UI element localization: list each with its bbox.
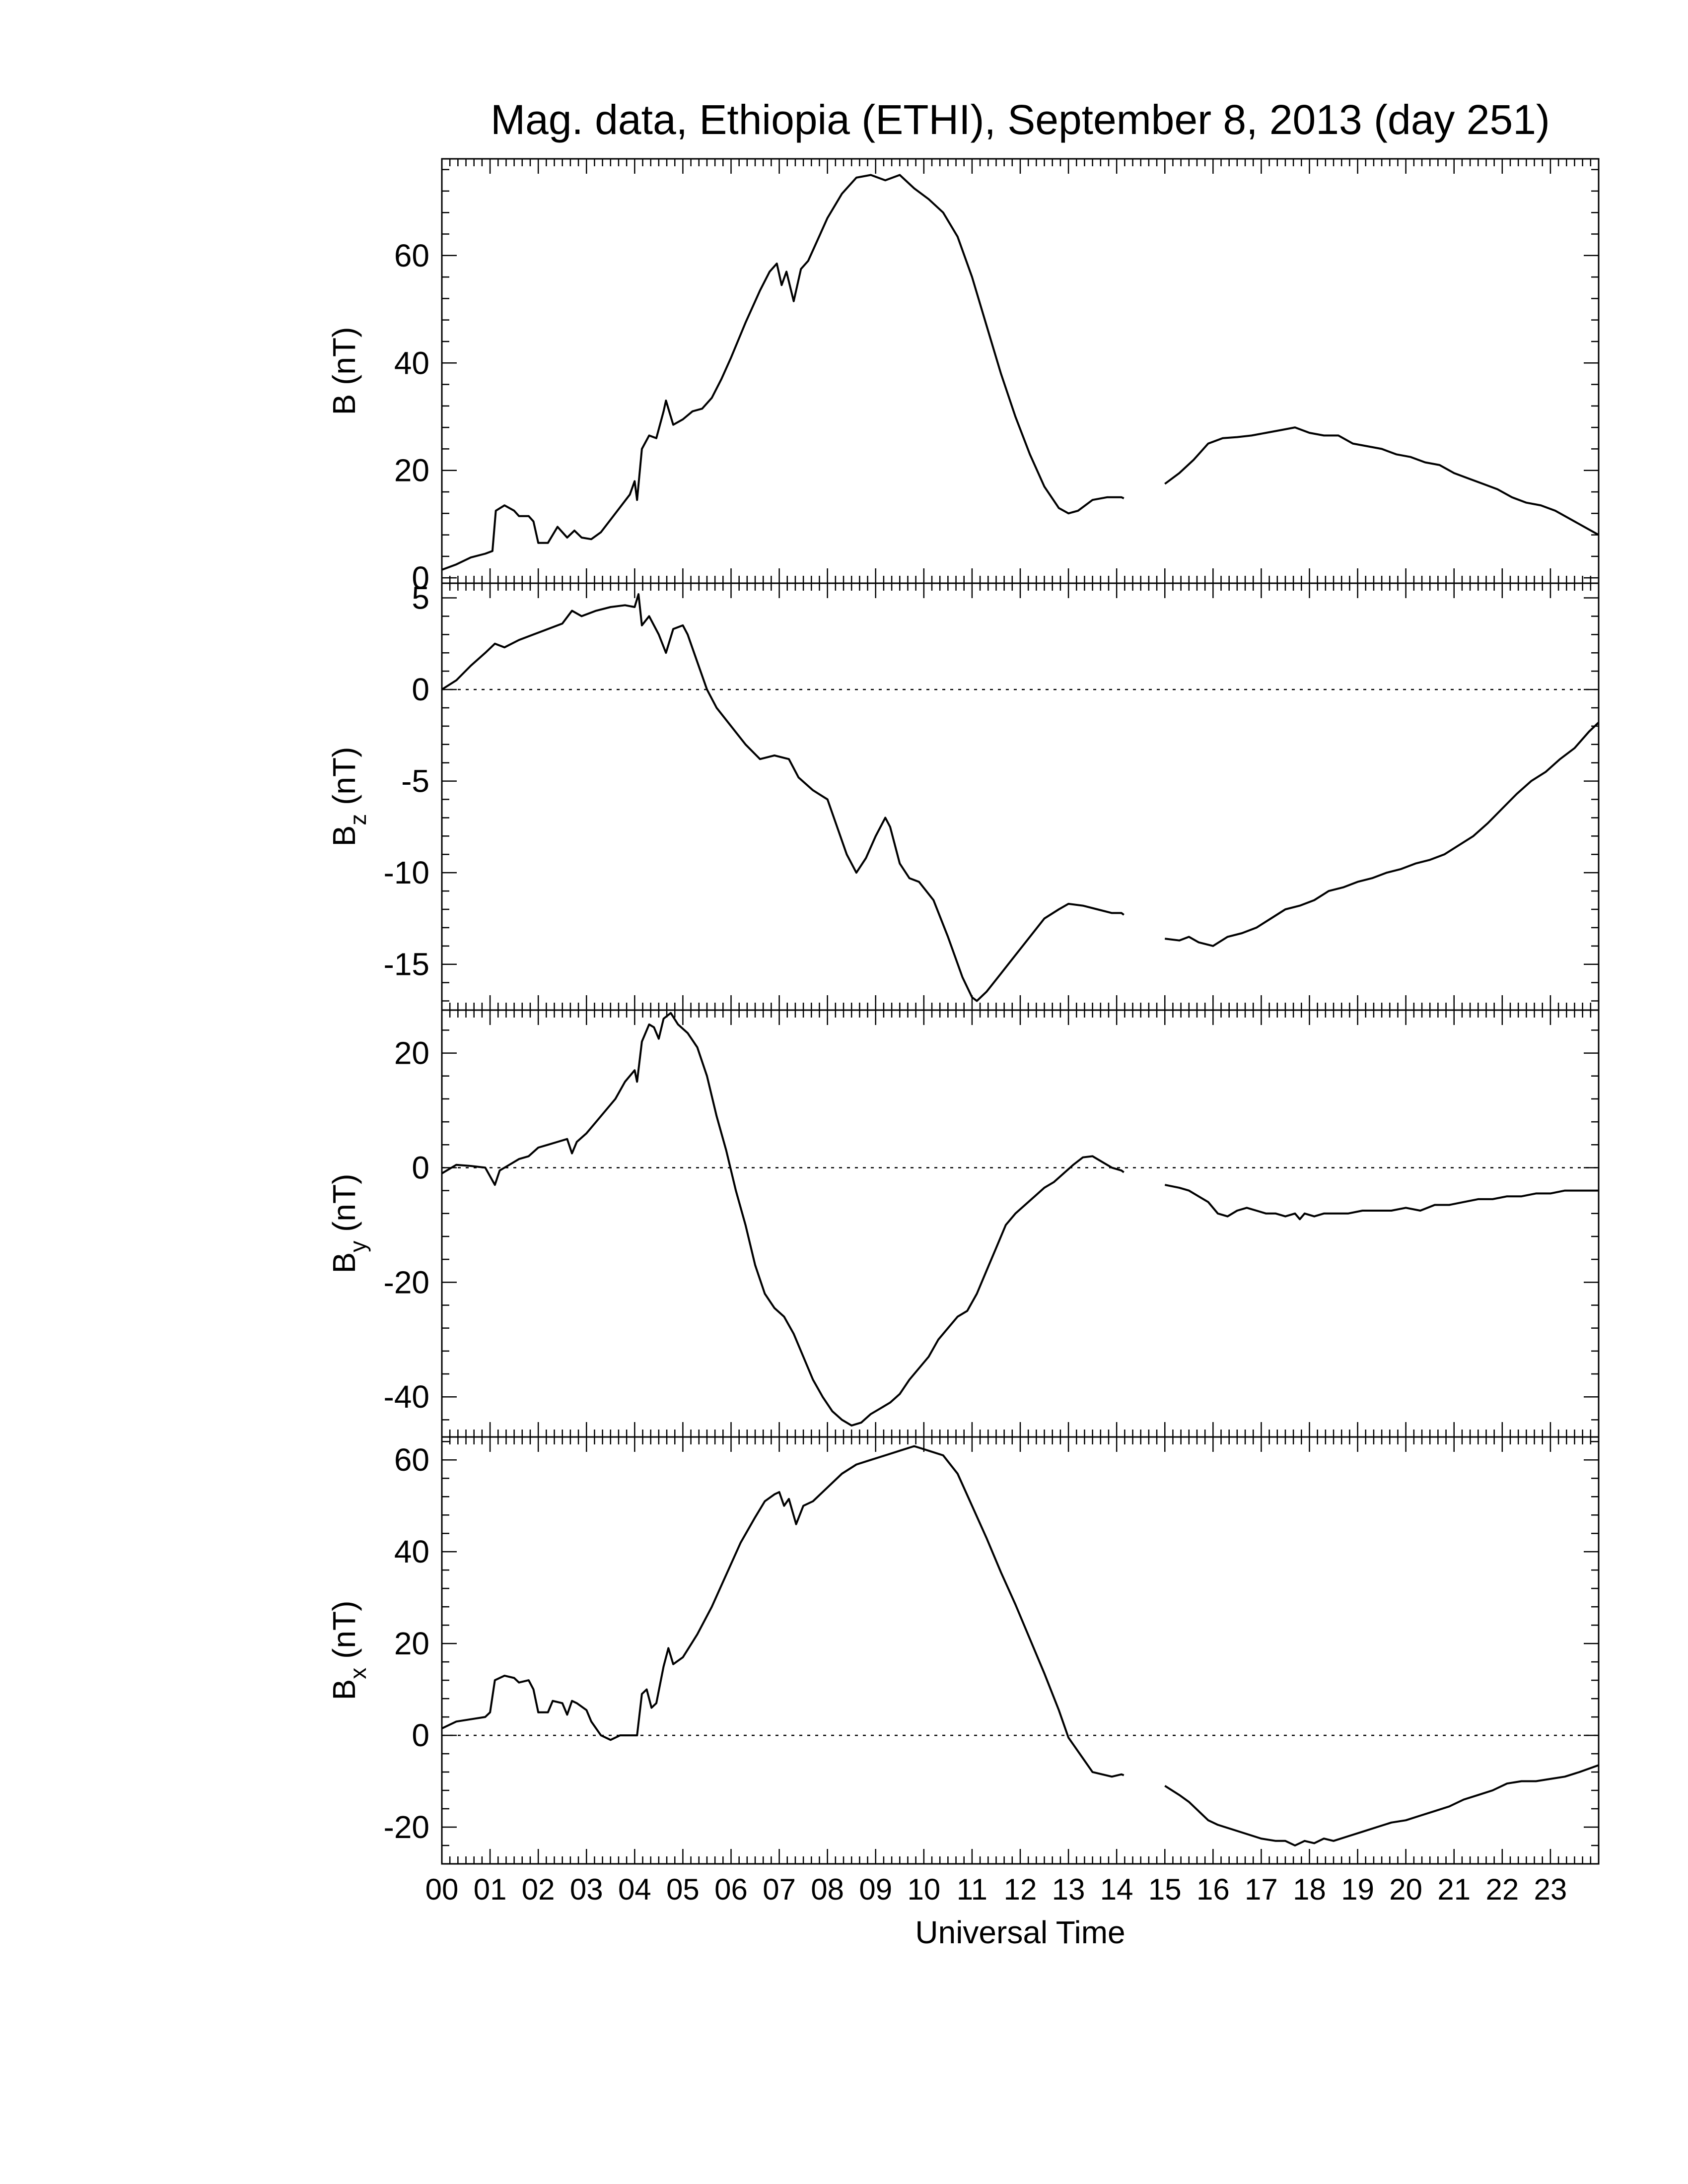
x-axis-label: Universal Time bbox=[915, 1914, 1125, 1950]
y-axis-label-sub: y bbox=[345, 1241, 371, 1252]
y-tick-label: 20 bbox=[394, 453, 429, 488]
x-tick-label: 17 bbox=[1245, 1873, 1278, 1906]
y-axis-label-main: B bbox=[326, 825, 362, 847]
y-axis-label-unit: (nT) bbox=[326, 327, 362, 394]
y-tick-label: 20 bbox=[394, 1035, 429, 1071]
x-tick-label: 15 bbox=[1148, 1873, 1182, 1906]
series-line bbox=[441, 593, 1125, 1002]
y-axis-ticks bbox=[442, 1029, 1599, 1421]
chart-title: Mag. data, Ethiopia (ETHI), September 8,… bbox=[491, 96, 1550, 143]
x-axis-ticks bbox=[441, 159, 1600, 583]
panel-1: 0 20 40 60 B (nT) bbox=[326, 158, 1600, 596]
x-tick-label: 19 bbox=[1341, 1873, 1374, 1906]
x-tick-label: 07 bbox=[763, 1873, 796, 1906]
x-tick-label: 04 bbox=[618, 1873, 651, 1906]
x-axis-ticks bbox=[441, 583, 1600, 1010]
series-line bbox=[441, 174, 1125, 571]
x-tick-label: 01 bbox=[474, 1873, 507, 1906]
x-tick-label: 14 bbox=[1100, 1873, 1133, 1906]
y-axis-label-unit: (nT) bbox=[326, 1174, 362, 1241]
series-line bbox=[1164, 1764, 1599, 1846]
panel-2: -15 -10 -5 0 5 Bz (nT) bbox=[326, 580, 1600, 1011]
x-axis-ticks bbox=[441, 1437, 1600, 1864]
series-line bbox=[1165, 722, 1600, 947]
y-tick-label: 40 bbox=[394, 345, 429, 381]
y-axis-label-main: B bbox=[326, 1679, 362, 1701]
x-tick-label: 23 bbox=[1534, 1873, 1567, 1906]
series-line bbox=[441, 1012, 1125, 1427]
x-tick-label: 03 bbox=[570, 1873, 603, 1906]
y-tick-label: 0 bbox=[412, 1150, 429, 1185]
series-line bbox=[441, 1445, 1125, 1778]
y-tick-label: 0 bbox=[412, 560, 429, 596]
x-tick-label: 08 bbox=[811, 1873, 844, 1906]
x-tick-labels: 00 01 02 03 04 05 06 07 08 09 10 11 12 13 14 15 16 17 18 19… bbox=[425, 1873, 1567, 1906]
x-tick-label: 18 bbox=[1293, 1873, 1326, 1906]
y-tick-label: 5 bbox=[412, 580, 429, 616]
y-axis-ticks bbox=[442, 169, 1599, 579]
y-tick-label: 60 bbox=[394, 1442, 429, 1478]
panel-4: -20 0 20 40 60 Bx (nT) bbox=[326, 1436, 1600, 1865]
y-tick-label: 40 bbox=[394, 1534, 429, 1570]
y-axis-label: Bz (nT) bbox=[326, 747, 371, 847]
y-tick-label: -10 bbox=[384, 855, 430, 890]
x-tick-label: 06 bbox=[714, 1873, 748, 1906]
y-axis-label-sub: z bbox=[345, 814, 371, 825]
y-axis-label-unit: (nT) bbox=[326, 747, 362, 814]
y-axis-label-main: B bbox=[326, 394, 362, 415]
y-axis-ticks bbox=[442, 1441, 1599, 1865]
x-tick-label: 05 bbox=[666, 1873, 700, 1906]
y-axis-label: B (nT) bbox=[326, 327, 362, 415]
x-tick-label: 09 bbox=[859, 1873, 892, 1906]
y-axis-ticks bbox=[442, 597, 1599, 1002]
y-tick-label: 0 bbox=[412, 672, 429, 707]
series-line bbox=[1164, 1184, 1599, 1221]
y-tick-label: -15 bbox=[384, 947, 430, 982]
y-tick-label: 0 bbox=[412, 1717, 429, 1753]
x-tick-label: 12 bbox=[1004, 1873, 1037, 1906]
x-tick-label: 22 bbox=[1485, 1873, 1519, 1906]
y-axis-label-unit: (nT) bbox=[326, 1601, 362, 1668]
x-tick-label: 00 bbox=[425, 1873, 459, 1906]
x-tick-label: 21 bbox=[1437, 1873, 1471, 1906]
y-axis-label-main: B bbox=[326, 1252, 362, 1274]
x-tick-label: 16 bbox=[1196, 1873, 1230, 1906]
y-axis-label-sub: x bbox=[345, 1668, 371, 1679]
y-axis-label: Bx (nT) bbox=[326, 1601, 371, 1701]
y-tick-label: 20 bbox=[394, 1626, 429, 1661]
y-tick-label: -20 bbox=[384, 1809, 430, 1845]
x-tick-label: 20 bbox=[1389, 1873, 1422, 1906]
y-tick-label: -5 bbox=[401, 763, 429, 799]
y-axis-label: By (nT) bbox=[326, 1174, 371, 1274]
y-tick-label: 60 bbox=[394, 238, 429, 273]
x-tick-label: 13 bbox=[1052, 1873, 1085, 1906]
y-tick-label: -20 bbox=[384, 1264, 430, 1300]
y-tick-label: -40 bbox=[384, 1379, 430, 1415]
x-tick-label: 11 bbox=[957, 1873, 987, 1906]
x-axis-ticks bbox=[441, 1010, 1600, 1437]
series-line bbox=[1164, 426, 1599, 536]
x-tick-label: 10 bbox=[907, 1873, 940, 1906]
x-tick-label: 02 bbox=[522, 1873, 555, 1906]
